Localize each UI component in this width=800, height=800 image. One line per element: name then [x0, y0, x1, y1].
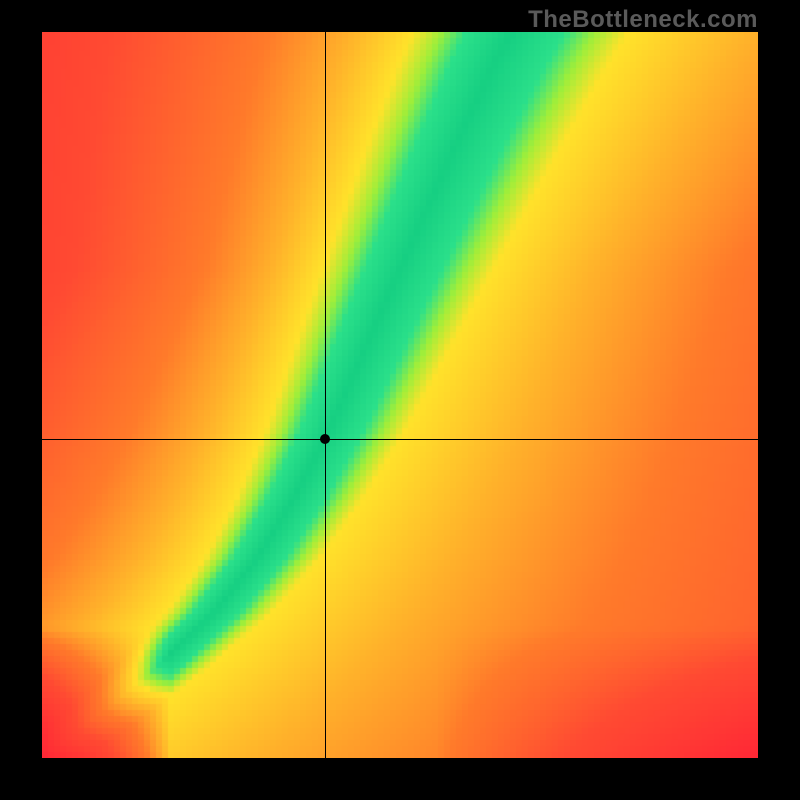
heatmap-plot	[42, 32, 758, 758]
watermark-text: TheBottleneck.com	[528, 6, 758, 34]
heatmap-canvas	[42, 32, 758, 758]
